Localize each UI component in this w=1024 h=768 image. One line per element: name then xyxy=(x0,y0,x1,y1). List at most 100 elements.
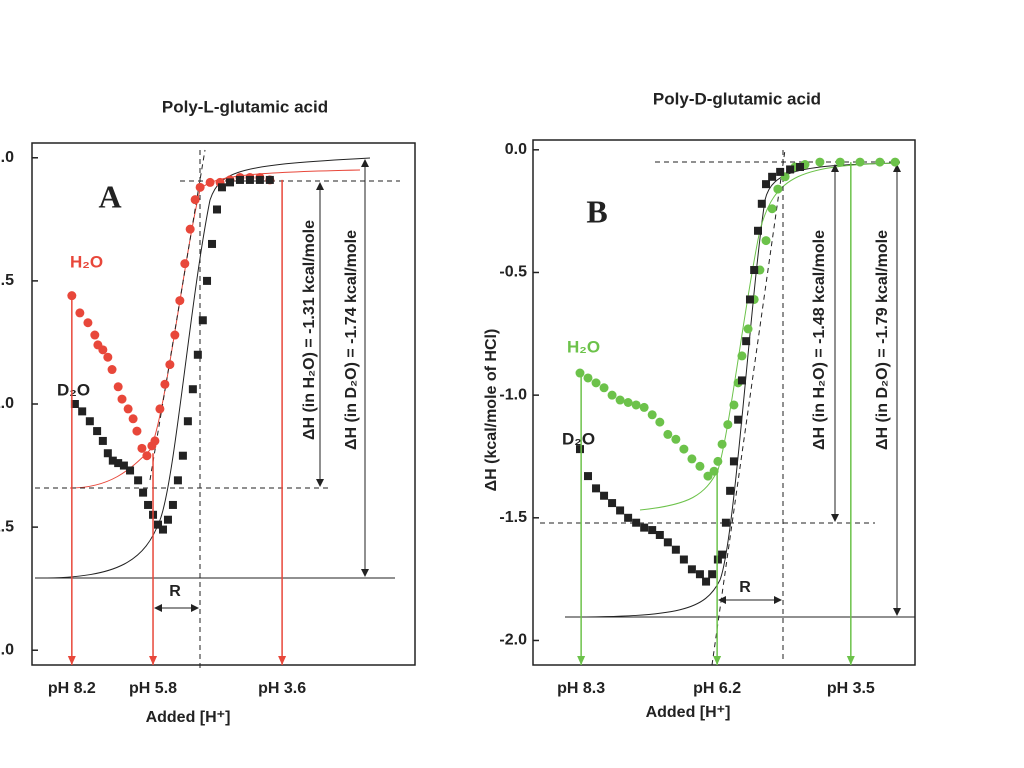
annotation: ΔH (in H₂O) = -1.31 kcal/mole xyxy=(301,220,318,440)
point xyxy=(713,555,722,564)
point xyxy=(737,351,747,361)
point xyxy=(745,295,754,304)
point xyxy=(608,499,617,508)
ph-label: pH 6.2 xyxy=(693,680,741,697)
point xyxy=(671,545,680,554)
y-axis-label: ΔH (kcal/mole of HCl) xyxy=(483,329,500,492)
point xyxy=(687,565,696,574)
y-tick-label: -1.5 xyxy=(0,518,14,535)
ph-label: pH 5.8 xyxy=(129,680,177,697)
point xyxy=(702,577,711,586)
point xyxy=(226,178,235,187)
annotation: R xyxy=(739,579,751,596)
point xyxy=(137,443,147,453)
point xyxy=(114,459,123,468)
point xyxy=(208,239,217,248)
point xyxy=(708,570,717,579)
y-tick-label: -0.5 xyxy=(0,272,14,289)
annotation: R xyxy=(169,583,181,600)
point xyxy=(119,461,128,470)
point xyxy=(768,172,777,181)
point xyxy=(78,407,87,416)
point xyxy=(762,180,771,189)
point xyxy=(726,486,735,495)
point xyxy=(687,454,697,464)
point xyxy=(103,352,113,362)
point xyxy=(108,456,117,465)
point xyxy=(235,175,244,184)
point xyxy=(575,445,584,454)
point xyxy=(98,345,108,355)
point xyxy=(75,308,85,318)
point xyxy=(185,224,195,234)
point xyxy=(695,461,705,471)
point xyxy=(70,400,79,408)
point xyxy=(113,382,123,392)
plot-frame xyxy=(532,139,916,666)
annotation: ΔH (in D₂O) = -1.79 kcal/mole xyxy=(874,230,891,450)
point xyxy=(188,385,197,394)
point xyxy=(592,484,601,493)
point xyxy=(128,414,138,424)
point xyxy=(195,182,205,192)
point xyxy=(583,373,593,383)
point xyxy=(835,157,845,167)
point xyxy=(173,476,182,485)
point xyxy=(170,330,180,340)
point xyxy=(198,316,207,325)
point xyxy=(624,513,633,522)
panel-label: B xyxy=(586,193,607,229)
ph-arrow-head xyxy=(278,656,287,665)
point xyxy=(640,523,649,532)
series-label: D₂O xyxy=(562,429,595,448)
y-tick-label: -1.5 xyxy=(499,509,527,526)
x-axis-label: Added [H⁺] xyxy=(146,709,231,726)
point xyxy=(663,538,672,547)
point xyxy=(655,530,664,539)
point xyxy=(648,526,657,535)
point xyxy=(154,520,163,529)
point xyxy=(757,199,766,208)
point xyxy=(890,157,900,167)
point xyxy=(158,525,167,534)
point xyxy=(786,165,795,174)
y-tick-label: -2.0 xyxy=(0,641,14,658)
point xyxy=(178,451,187,460)
point xyxy=(750,266,759,275)
point xyxy=(160,379,170,389)
point xyxy=(616,506,625,515)
series-label: H₂O xyxy=(70,252,103,271)
point xyxy=(679,555,688,564)
point xyxy=(183,417,192,426)
point xyxy=(217,183,226,192)
point xyxy=(150,436,160,446)
point xyxy=(190,195,200,205)
point xyxy=(144,500,153,509)
ph-arrow-head xyxy=(149,656,158,665)
point xyxy=(875,157,885,167)
point xyxy=(134,476,143,485)
point xyxy=(623,398,633,407)
point xyxy=(718,550,727,559)
y-tick-label: -1.0 xyxy=(0,395,14,412)
annotation: ΔH (in D₂O) = -1.74 kcal/mole xyxy=(343,230,360,450)
ph-arrow-head xyxy=(577,656,586,665)
ph-label: pH 8.2 xyxy=(48,680,96,697)
point xyxy=(123,404,133,414)
point xyxy=(265,175,274,184)
chart-title: Poly-D-glutamic acid xyxy=(653,89,821,108)
y-tick-label: -0.5 xyxy=(499,264,527,281)
point xyxy=(647,410,657,420)
point xyxy=(776,167,785,176)
point xyxy=(103,449,112,458)
point xyxy=(703,471,713,481)
ph-arrow-head xyxy=(713,656,722,665)
point xyxy=(90,330,100,340)
point xyxy=(584,472,593,481)
point xyxy=(742,337,751,346)
point xyxy=(607,390,617,400)
point xyxy=(671,434,681,444)
ph-arrow-head xyxy=(67,656,76,665)
chart-title: Poly-L-glutamic acid xyxy=(162,97,328,116)
